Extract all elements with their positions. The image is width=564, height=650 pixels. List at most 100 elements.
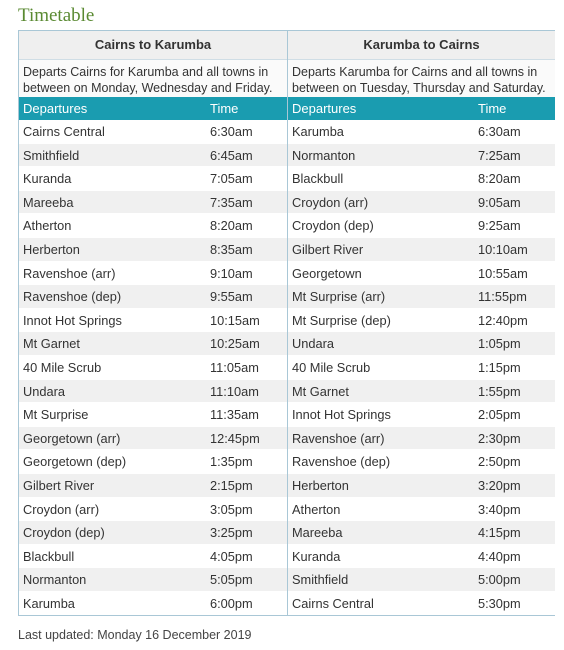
table-row: Ravenshoe (arr) 9:10am [19,261,287,286]
stop-name: Mareeba [23,194,74,210]
stop-name: Normanton [292,147,356,163]
stop-name: Innot Hot Springs [23,312,122,328]
stop-name: Smithfield [23,147,80,163]
stop-name: Blackbull [23,548,75,564]
stop-name: Ravenshoe (dep) [292,454,391,470]
departure-time: 2:05pm [478,407,521,423]
departure-time: 6:45am [210,147,253,163]
table-header: Departures Time [19,97,287,121]
stop-name: Kuranda [292,548,341,564]
stop-name: Croydon (arr) [292,194,369,210]
header-time: Time [210,101,239,116]
table-row: Herberton 8:35am [19,237,287,262]
direction-description: Departs Cairns for Karumba and all towns… [19,60,287,97]
departure-time: 10:15am [210,312,260,328]
departure-time: 7:25am [478,147,521,163]
stop-name: Herberton [292,477,349,493]
timetable: Cairns to Karumba Departs Cairns for Kar… [18,30,555,616]
stop-name: Mt Surprise (dep) [292,312,391,328]
departure-time: 11:10am [210,383,259,399]
table-row: Gilbert River 10:10am [288,237,555,262]
departure-time: 9:10am [210,265,253,281]
table-row: Ravenshoe (dep) 2:50pm [288,450,555,474]
departure-time: 6:30am [210,124,253,139]
departure-time: 2:15pm [210,477,253,493]
direction-description: Departs Karumba for Cairns and all towns… [288,60,555,97]
table-row: Innot Hot Springs 2:05pm [288,403,555,427]
timetable-karumba-to-cairns: Karumba to Cairns Departs Karumba for Ca… [287,31,555,616]
table-row: 40 Mile Scrub 1:15pm [288,355,555,380]
departure-time: 6:30am [478,124,521,139]
stop-name: Cairns Central [23,124,105,139]
table-row: Normanton 5:05pm [19,568,287,592]
header-departures: Departures [292,101,357,116]
stop-name: Mareeba [292,525,343,541]
table-row: Mt Garnet 10:25am [19,332,287,356]
table-row: Mt Surprise (dep) 12:40pm [288,308,555,333]
stop-name: Undara [23,383,65,399]
table-body: Karumba 6:30am Normanton 7:25am Blackbull 8:2… [288,120,555,616]
table-row: Gilbert River 2:15pm [19,473,287,498]
departure-time: 12:45pm [210,430,260,446]
stop-name: Ravenshoe (dep) [23,289,122,305]
stop-name: Georgetown (arr) [23,430,121,446]
departure-time: 7:35am [210,194,253,210]
departure-time: 10:55am [478,265,528,281]
table-row: Ravenshoe (dep) 9:55am [19,285,287,309]
departure-time: 8:20am [210,218,253,234]
stop-name: Cairns Central [292,595,374,611]
table-row: Karumba 6:30am [288,120,555,144]
departure-time: 10:10am [478,241,528,257]
stop-name: Karumba [292,124,344,139]
stop-name: Croydon (arr) [23,501,100,517]
table-row: Karumba 6:00pm [19,591,287,616]
table-row: Croydon (arr) 3:05pm [19,497,287,522]
stop-name: Mt Surprise (arr) [292,289,386,305]
table-row: Blackbull 8:20am [288,167,555,191]
table-row: Undara 1:05pm [288,332,555,356]
table-row: Kuranda 4:40pm [288,544,555,569]
departure-time: 4:15pm [478,525,521,541]
table-row: Georgetown 10:55am [288,261,555,286]
departure-time: 1:05pm [478,336,521,352]
table-row: Atherton 3:40pm [288,497,555,522]
departure-time: 5:00pm [478,572,521,588]
table-row: Smithfield 5:00pm [288,568,555,592]
departure-time: 3:40pm [478,501,521,517]
departure-time: 9:05am [478,194,521,210]
stop-name: Mt Garnet [23,336,80,352]
table-row: Mareeba 4:15pm [288,521,555,545]
table-row: Mt Surprise (arr) 11:55pm [288,285,555,309]
timetable-cairns-to-karumba: Cairns to Karumba Departs Cairns for Kar… [19,31,287,616]
departure-time: 1:35pm [210,454,253,470]
departure-time: 1:55pm [478,383,521,399]
stop-name: Ravenshoe (arr) [23,265,116,281]
stop-name: Smithfield [292,572,349,588]
departure-time: 9:55am [210,289,253,305]
departure-time: 5:05pm [210,572,253,588]
table-row: Cairns Central 6:30am [19,120,287,144]
table-row: Kuranda 7:05am [19,167,287,191]
departure-time: 5:30pm [478,595,521,611]
header-time: Time [478,101,507,116]
stop-name: Ravenshoe (arr) [292,430,385,446]
stop-name: Atherton [23,218,72,234]
stop-name: Karumba [23,595,75,611]
table-row: Ravenshoe (arr) 2:30pm [288,426,555,451]
table-row: Smithfield 6:45am [19,143,287,168]
stop-name: Gilbert River [23,477,95,493]
stop-name: Mt Garnet [292,383,349,399]
table-row: Croydon (dep) 3:25pm [19,521,287,545]
departure-time: 2:50pm [478,454,521,470]
stop-name: Atherton [292,501,341,517]
table-row: Normanton 7:25am [288,143,555,168]
departure-time: 10:25am [210,336,260,352]
departure-time: 11:35am [210,407,259,423]
stop-name: Blackbull [292,171,344,187]
departure-time: 6:00pm [210,595,253,611]
departure-time: 11:05am [210,359,259,375]
header-departures: Departures [23,101,88,116]
stop-name: 40 Mile Scrub [292,359,371,375]
last-updated: Last updated: Monday 16 December 2019 [18,628,252,642]
direction-title: Cairns to Karumba [19,31,287,60]
